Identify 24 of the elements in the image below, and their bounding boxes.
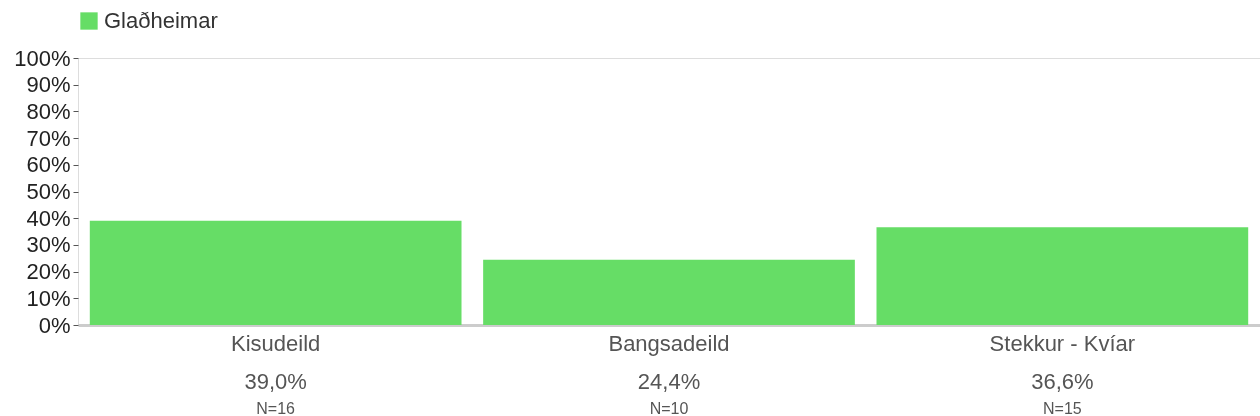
data-label: 39,0% bbox=[244, 369, 307, 394]
bar bbox=[89, 220, 462, 325]
text: N=10 bbox=[649, 400, 689, 416]
x-tick-label: Kisudeild bbox=[231, 330, 321, 356]
y-tick-label: 90% bbox=[26, 72, 71, 98]
legend-label: Glaðheimar bbox=[104, 8, 218, 33]
y-tick-label: 50% bbox=[26, 179, 71, 204]
data-label: 36,6% bbox=[1031, 369, 1094, 394]
x-tick-label: Bangsadeild bbox=[608, 330, 730, 356]
text: N=15 bbox=[1042, 400, 1082, 416]
y-tick-label: 20% bbox=[26, 259, 71, 285]
y-tick-label: 0% bbox=[38, 312, 71, 338]
bar bbox=[483, 259, 855, 325]
y-tick-label: 40% bbox=[26, 205, 71, 231]
text: N=16 bbox=[256, 400, 296, 416]
y-tick-label: 60% bbox=[26, 152, 71, 178]
y-tick-label: 80% bbox=[26, 98, 71, 124]
x-tick-label: Stekkur - Kvíar bbox=[989, 330, 1136, 356]
y-tick-label: 100% bbox=[14, 45, 71, 71]
data-label: 24,4% bbox=[637, 369, 701, 394]
y-tick-label: 30% bbox=[26, 232, 71, 258]
bar bbox=[876, 227, 1249, 325]
y-tick-label: 10% bbox=[26, 285, 71, 311]
y-tick-label: 70% bbox=[26, 125, 71, 151]
